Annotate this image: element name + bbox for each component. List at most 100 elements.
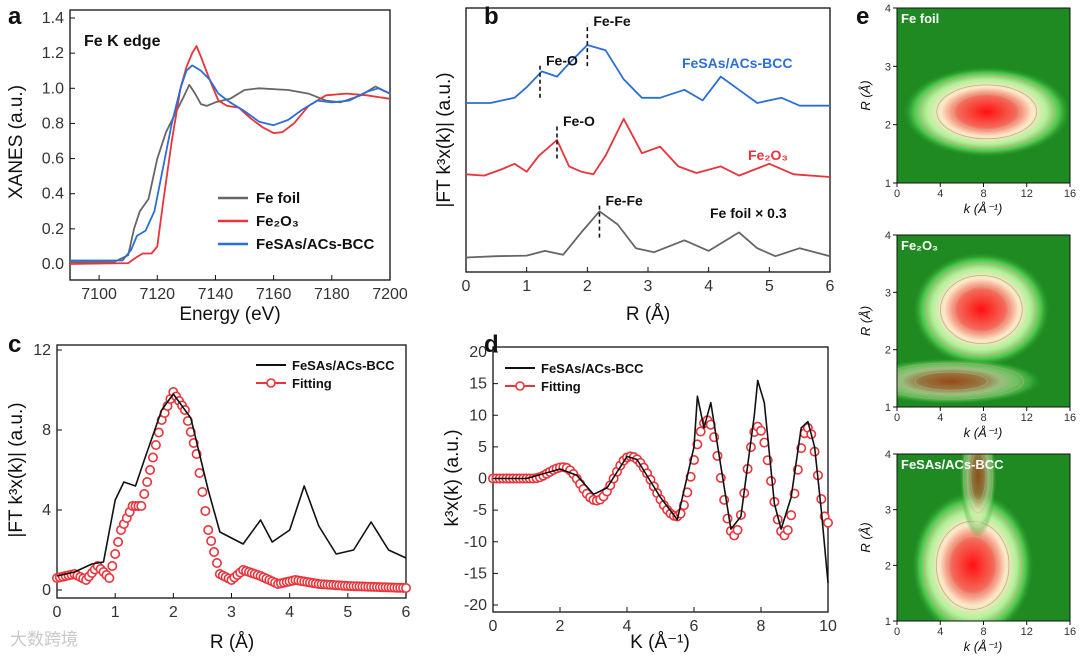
x-tick-label: 7100 <box>81 286 117 303</box>
legend: FeSAs/ACs-BCC Fitting <box>256 358 395 391</box>
panel-letter-a: a <box>8 3 22 30</box>
heatmap-area <box>897 235 1070 407</box>
legend: Fe foil Fe₂O₃ FeSAs/ACs-BCC <box>218 190 375 253</box>
x-tick-label: 16 <box>1064 626 1076 638</box>
legend-label: FeSAs/ACs-BCC <box>292 358 395 373</box>
x-tick-label: 0 <box>462 278 471 295</box>
x-tick-label: 0 <box>489 618 498 635</box>
y-tick-label: 2 <box>885 345 891 357</box>
panel-letter-c: c <box>8 331 21 358</box>
map-title: Fe₂O₃ <box>901 238 938 253</box>
x-tick-label: 3 <box>227 604 236 621</box>
x-tick-label: 2 <box>169 604 178 621</box>
legend-marker <box>266 378 276 388</box>
contour-line <box>936 84 1038 140</box>
contour-line <box>926 263 1037 356</box>
fit-point <box>147 452 158 463</box>
series-line <box>465 210 831 259</box>
y-tick-label: -20 <box>464 597 487 614</box>
panel-b-ft-exafs: 0 1 2 3 4 5 6 Fe-O Fe-Fe Fe-O Fe-Fe FeSAs/ACs-BCC Fe… <box>434 7 835 325</box>
legend-marker <box>515 381 525 391</box>
y-tick-label: 0.8 <box>42 115 64 132</box>
map-title: FeSAs/ACs-BCC <box>901 457 1004 472</box>
fit-point <box>113 536 124 547</box>
x-tick-label: 5 <box>343 604 352 621</box>
fit-point <box>197 486 208 497</box>
series-line <box>466 44 830 107</box>
legend-label: Fitting <box>541 379 581 394</box>
watermark: 大数跨境 <box>10 630 78 649</box>
x-tick-label: 4 <box>937 412 943 424</box>
y-axis-label: |FT k³x(k)| (a.u.) <box>434 72 455 207</box>
plot-frame <box>56 344 407 599</box>
x-tick-label: 3 <box>644 278 653 295</box>
legend-label: FeSAs/ACs-BCC <box>541 361 644 376</box>
x-tick-label: 6 <box>826 278 835 295</box>
x-tick-label: 0 <box>894 188 900 200</box>
legend-label: Fe foil <box>256 190 300 207</box>
series-label: Fe₂O₃ <box>748 147 788 163</box>
y-tick-label: 1 <box>885 178 891 190</box>
y-tick-label: 8 <box>42 422 51 439</box>
panel-a-xanes: 7100 7120 7140 7160 7180 7200 0.0 0.2 0.4 0.6 0.8 1… <box>6 9 408 325</box>
y-tick-label: 1.2 <box>42 45 64 62</box>
fit-point <box>200 505 211 516</box>
contour-line <box>953 286 1009 333</box>
contour-line <box>940 275 1023 344</box>
fit-point <box>194 467 205 478</box>
series-label: Fe foil × 0.3 <box>710 205 787 221</box>
contour-line <box>897 367 1006 396</box>
x-tick-label: 4 <box>623 618 632 635</box>
y-axis-label: |FT k³x(k)| (a.u.) <box>6 402 27 537</box>
x-tick-label: 6 <box>402 604 411 621</box>
map-title: Fe foil <box>901 11 939 26</box>
panel-letter-b: b <box>484 3 499 30</box>
x-tick-label: 4 <box>704 278 713 295</box>
x-tick-label: 7140 <box>198 286 234 303</box>
plot-frame <box>465 7 831 273</box>
x-tick-label: 0 <box>894 412 900 424</box>
heatmap-area <box>897 454 1070 621</box>
y-axis-label: R (Å) <box>858 306 873 336</box>
x-tick-label: 7180 <box>314 286 350 303</box>
legend-label: Fitting <box>292 376 332 391</box>
y-tick-label: -5 <box>473 502 487 519</box>
panel-letter-d: d <box>484 331 499 358</box>
x-tick-label: 4 <box>937 188 943 200</box>
fit-point <box>732 525 743 536</box>
fit-point <box>206 535 217 546</box>
fit-point <box>150 439 161 450</box>
series-line <box>56 393 407 577</box>
x-tick-label: 2 <box>556 618 565 635</box>
fit-point <box>695 426 706 437</box>
contour-line <box>966 454 990 514</box>
x-axis-label: k (Å⁻¹) <box>964 425 1003 440</box>
fit-point <box>211 557 222 568</box>
heatmap-area <box>897 8 1070 183</box>
panel-letter-e: e <box>856 3 869 30</box>
contour-line <box>897 362 1025 400</box>
y-tick-label: 3 <box>885 505 891 517</box>
peak-label: Fe-Fe <box>605 192 643 208</box>
y-tick-label: 0.2 <box>42 221 64 238</box>
fit-point <box>142 476 153 487</box>
intensity-peak <box>959 454 997 538</box>
x-tick-label: 7200 <box>372 286 408 303</box>
fit-point <box>822 517 833 528</box>
y-tick-label: 4 <box>885 230 891 242</box>
y-axis-label: XANES (a.u.) <box>6 85 27 199</box>
y-tick-label: 0 <box>478 471 487 488</box>
fit-point <box>110 548 121 559</box>
x-tick-label: 0 <box>894 626 900 638</box>
x-tick-label: 4 <box>937 626 943 638</box>
y-tick-label: 10 <box>469 407 487 424</box>
series-label: FeSAs/ACs-BCC <box>682 55 792 71</box>
y-tick-label: 4 <box>42 502 51 519</box>
legend-label: Fe₂O₃ <box>256 213 299 230</box>
y-tick-label: 2 <box>885 120 891 132</box>
